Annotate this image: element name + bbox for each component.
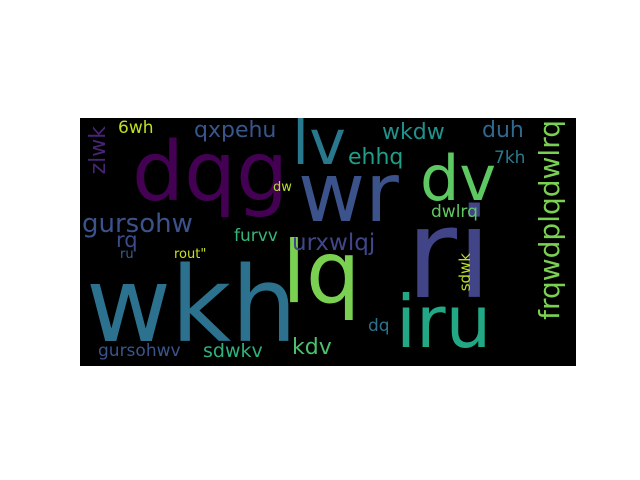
word-dqg: dqg xyxy=(132,125,289,220)
word-wr: wr xyxy=(298,146,399,241)
word-dq: dq xyxy=(368,316,390,336)
word-7kh: 7kh xyxy=(494,148,526,168)
word-dwlrq: dwlrq xyxy=(431,202,478,222)
word-sdwk: sdwk xyxy=(456,253,474,292)
word-iru: iru xyxy=(396,280,492,364)
word-wkdw: wkdw xyxy=(382,120,445,145)
word-dv: dv xyxy=(420,142,497,215)
word-kdv: kdv xyxy=(292,335,332,360)
word-gursohw: gursohw xyxy=(82,209,193,239)
word-ehhq: ehhq xyxy=(348,145,404,170)
word-furvv: furvv xyxy=(234,226,278,246)
word-qxpehu: qxpehu xyxy=(194,118,277,143)
word-urxwlqj: urxwlqj xyxy=(292,230,376,256)
word-lv: lv xyxy=(292,118,346,179)
word-zlwk: zlwk xyxy=(86,126,111,175)
word-cloud: wkh ri dqg wr lq iru dv lv gursohw urxwl… xyxy=(80,118,576,366)
word-6wh: 6wh xyxy=(118,118,154,138)
word-rout: rout" xyxy=(174,247,207,262)
word-wkh: wkh xyxy=(86,244,298,366)
word-sdwkv: sdwkv xyxy=(203,340,263,362)
word-duh: duh xyxy=(482,118,524,143)
word-lq: lq xyxy=(282,223,361,323)
word-rq: rq xyxy=(116,228,138,252)
word-dw: dw xyxy=(273,180,292,195)
word-ri: ri xyxy=(406,183,492,327)
word-gursohwv: gursohwv xyxy=(98,341,181,361)
word-frqwdplqdwlrq: frqwdplqdwlrq xyxy=(533,120,566,320)
word-ru: ru xyxy=(120,247,134,262)
